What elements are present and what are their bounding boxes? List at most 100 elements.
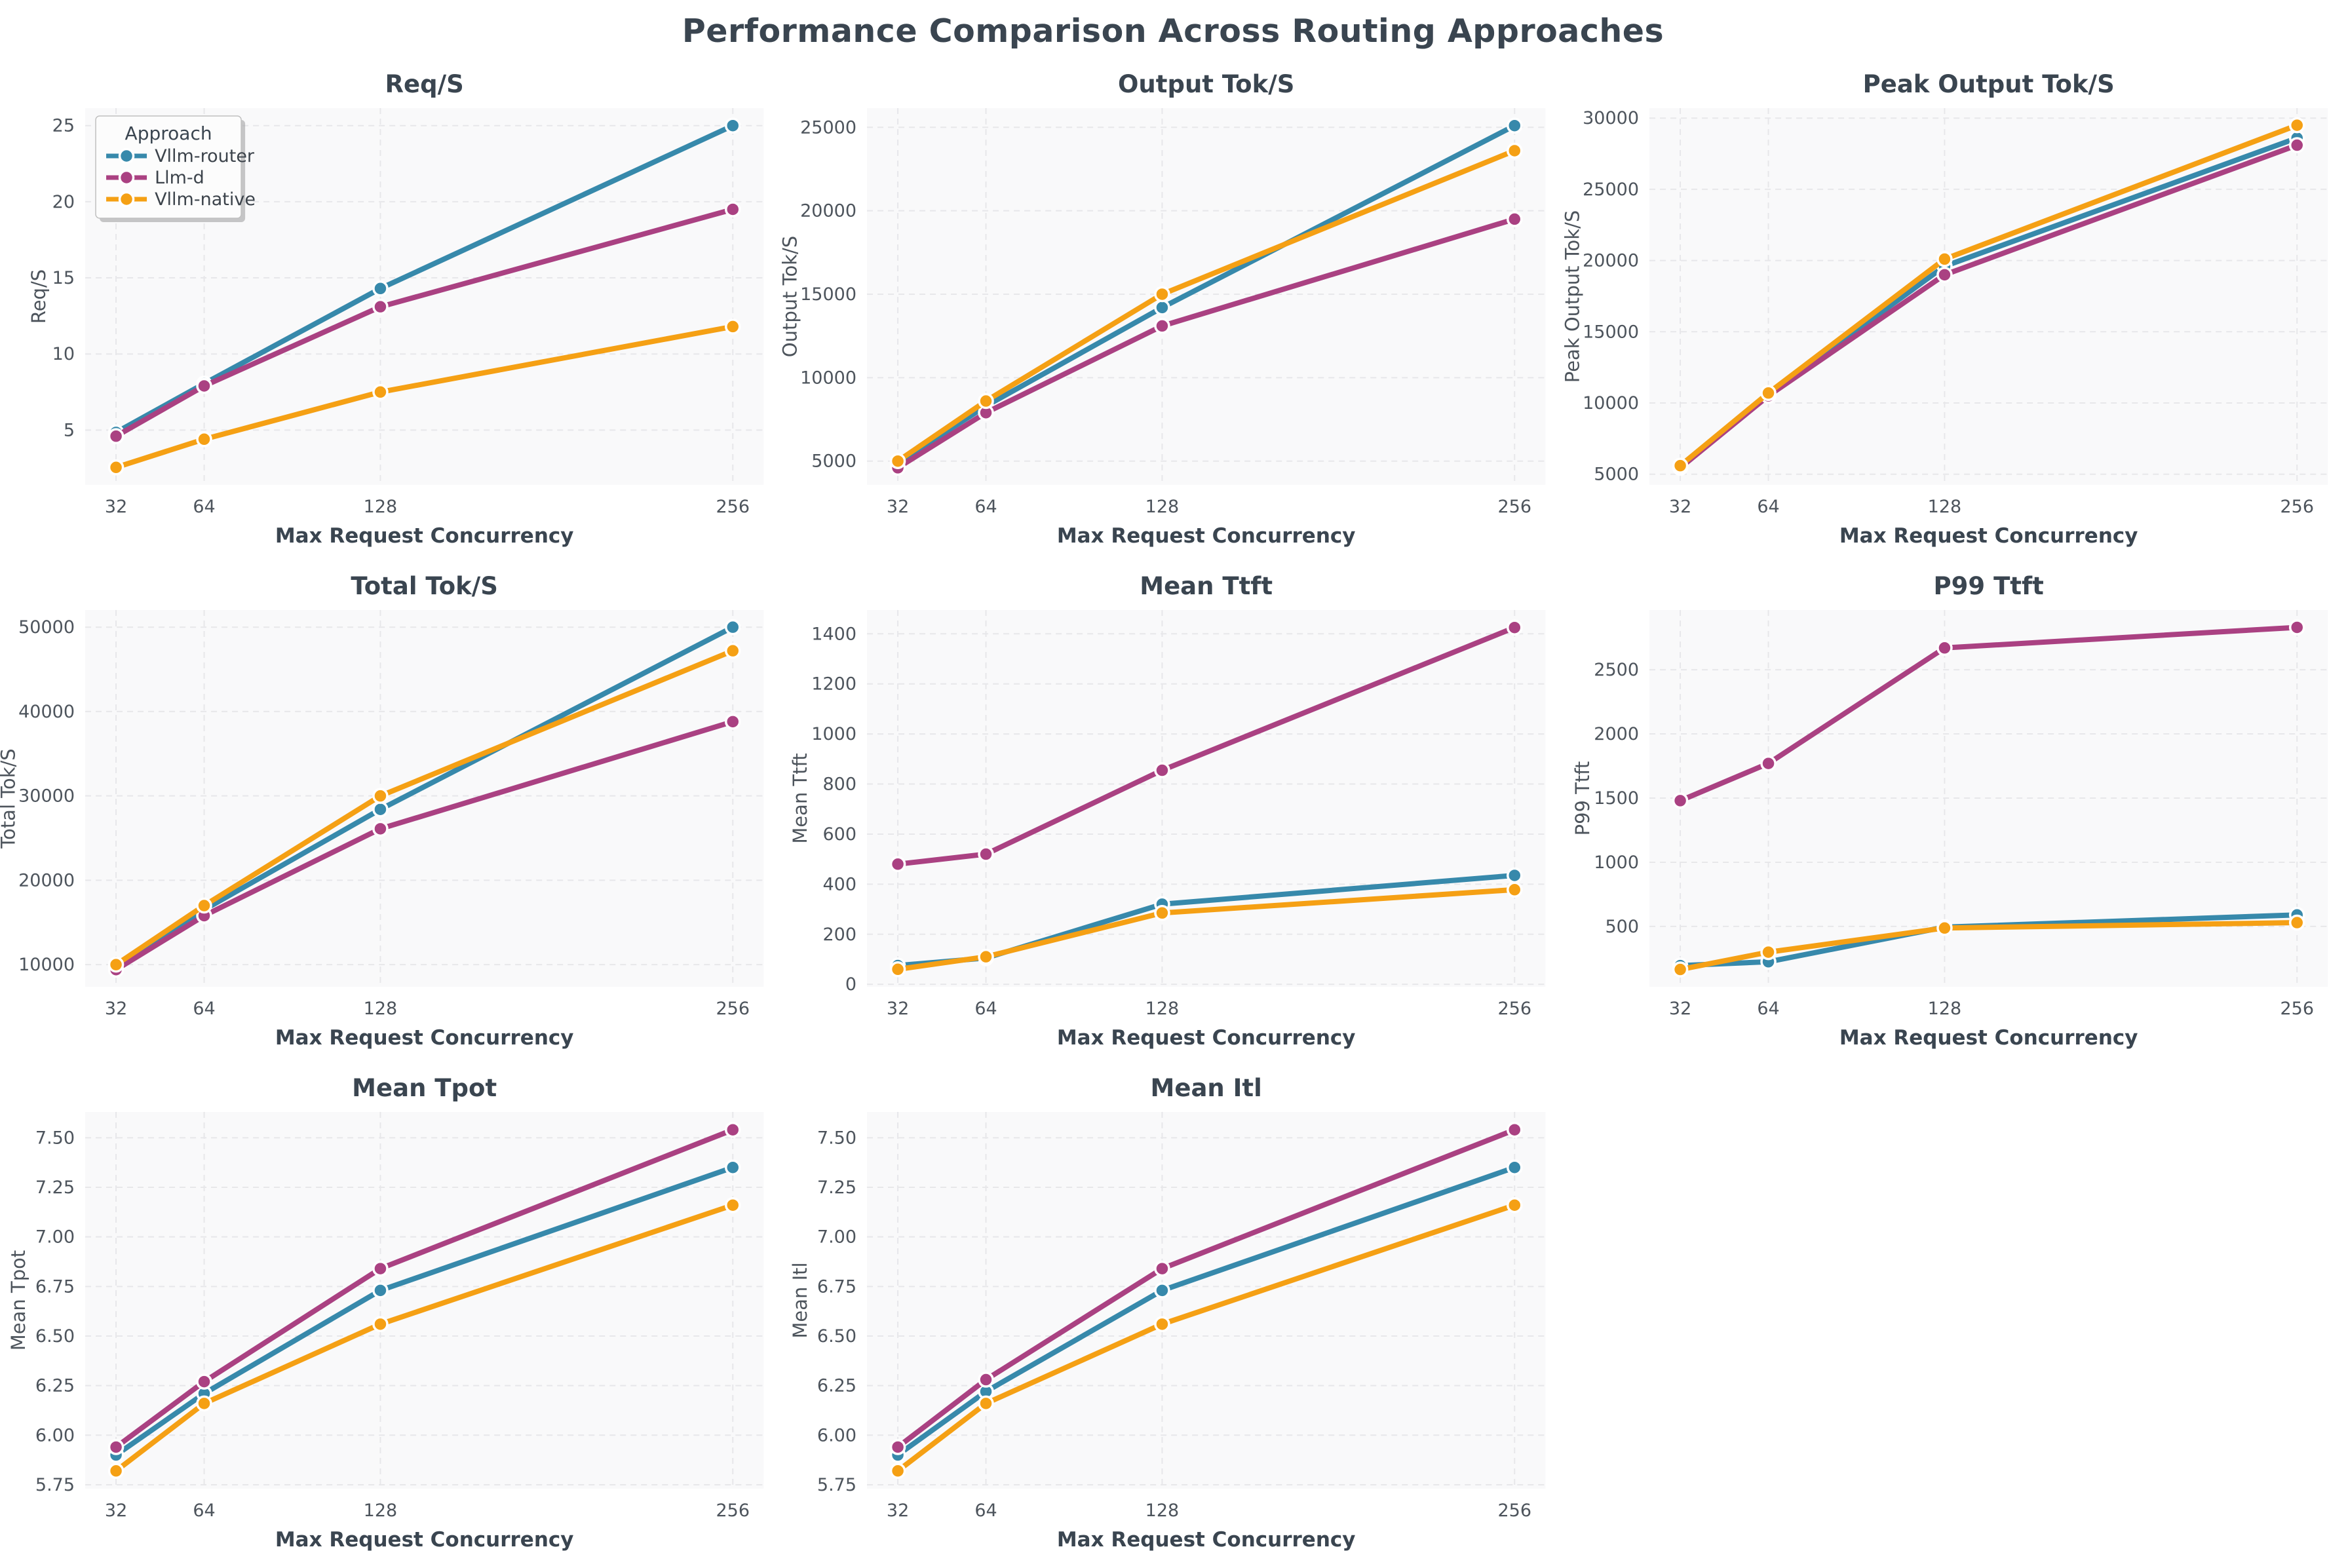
svg-text:10000: 10000 — [18, 955, 75, 975]
svg-text:20: 20 — [52, 192, 75, 212]
svg-text:2500: 2500 — [1594, 660, 1639, 680]
svg-text:6.75: 6.75 — [817, 1276, 856, 1297]
svg-text:25000: 25000 — [1583, 180, 1639, 200]
svg-text:64: 64 — [193, 1501, 215, 1521]
series-line-Llm-d — [895, 1127, 1518, 1450]
svg-text:6.25: 6.25 — [35, 1376, 75, 1396]
svg-text:32: 32 — [887, 497, 909, 517]
y-axis-label: Mean Tpot — [7, 1250, 29, 1350]
svg-text:128: 128 — [1145, 1501, 1180, 1521]
gridlines — [867, 1112, 1546, 1489]
svg-text:15: 15 — [52, 268, 75, 288]
chart-cell-p99-ttft: 500 1000 1500 2000 2500 32 64 128 256 Max Request… — [1564, 564, 2346, 1066]
x-tick-labels: 32 64 128 256 — [105, 999, 750, 1019]
series-markers-Llm-d — [890, 1121, 1523, 1455]
svg-text:1000: 1000 — [1594, 852, 1639, 873]
chart-total-tok-s: 10000 20000 30000 40000 50000 32 64 128 256 Max R… — [0, 572, 764, 1050]
svg-text:256: 256 — [1498, 497, 1532, 517]
svg-text:10: 10 — [52, 344, 75, 364]
svg-text:20000: 20000 — [800, 201, 856, 221]
svg-text:32: 32 — [1669, 497, 1691, 517]
svg-text:128: 128 — [364, 497, 398, 517]
chart-title: P99 Ttft — [1933, 572, 2043, 600]
svg-text:7.25: 7.25 — [35, 1177, 75, 1198]
legend-item-label: Vllm-router — [155, 146, 255, 166]
series-markers-Vllm-native — [1672, 117, 2305, 474]
y-axis-label: Mean Itl — [789, 1262, 811, 1338]
series-line-Vllm-native — [895, 887, 1518, 972]
y-tick-labels: 5 10 15 20 25 — [52, 116, 75, 441]
svg-text:32: 32 — [105, 999, 127, 1019]
svg-text:5000: 5000 — [1594, 465, 1639, 485]
series-markers-Llm-d — [1672, 619, 2305, 809]
chart-peak-output-tok-s: 5000 10000 15000 20000 25000 30000 32 64 128 256 M… — [1564, 70, 2328, 548]
chart-cell-req-s: 5 10 15 20 25 32 64 128 256 Max Request Concurren… — [0, 62, 782, 564]
y-axis-label: Mean Ttft — [789, 753, 811, 843]
series-markers-Vllm-native — [890, 1196, 1523, 1480]
svg-text:30000: 30000 — [1583, 108, 1639, 128]
series-markers-Llm-d — [890, 619, 1523, 873]
plot-area — [85, 1112, 764, 1489]
x-tick-labels: 32 64 128 256 — [1669, 497, 2314, 517]
page-title: Performance Comparison Across Routing Ap… — [682, 12, 1664, 50]
svg-text:128: 128 — [1145, 999, 1180, 1019]
svg-text:64: 64 — [1757, 999, 1779, 1019]
x-axis-label: Max Request Concurrency — [1057, 1026, 1356, 1050]
x-axis-label: Max Request Concurrency — [1839, 1026, 2138, 1050]
series-line-Llm-d — [1677, 624, 2299, 803]
svg-text:64: 64 — [975, 1501, 997, 1521]
svg-text:5000: 5000 — [812, 451, 857, 472]
svg-text:5.75: 5.75 — [817, 1475, 856, 1495]
plot-area — [867, 610, 1546, 987]
y-axis-label: Peak Output Tok/S — [1564, 210, 1584, 383]
y-tick-labels: 500 1000 1500 2000 2500 — [1594, 660, 1639, 937]
svg-text:6.25: 6.25 — [817, 1376, 856, 1396]
svg-text:1400: 1400 — [812, 624, 857, 644]
series-markers-Vllm-native — [890, 881, 1523, 978]
svg-text:256: 256 — [716, 497, 750, 517]
svg-text:256: 256 — [2280, 999, 2314, 1019]
series-line-Vllm-router — [895, 1164, 1518, 1458]
svg-text:6.00: 6.00 — [817, 1425, 856, 1445]
series-markers-Vllm-native — [107, 318, 741, 476]
chart-cell-peak-output-tok-s: 5000 10000 15000 20000 25000 30000 32 64 128 256 M… — [1564, 62, 2346, 564]
series-markers-Llm-d — [107, 1121, 741, 1455]
svg-text:20000: 20000 — [1583, 251, 1639, 271]
svg-text:1000: 1000 — [812, 724, 857, 744]
legend-item-label: Llm-d — [155, 168, 204, 188]
svg-text:64: 64 — [193, 999, 215, 1019]
x-tick-labels: 32 64 128 256 — [887, 497, 1531, 517]
chart-title: Req/S — [385, 70, 464, 98]
svg-text:64: 64 — [1757, 497, 1779, 517]
svg-text:7.50: 7.50 — [35, 1128, 75, 1148]
svg-text:6.75: 6.75 — [35, 1276, 75, 1297]
svg-text:800: 800 — [823, 774, 857, 795]
svg-text:20000: 20000 — [18, 870, 75, 890]
chart-title: Total Tok/S — [351, 572, 498, 600]
chart-cell-mean-tpot: 5.75 6.00 6.25 6.50 6.75 7.00 7.25 7.50 32 64 128 2… — [0, 1066, 782, 1568]
svg-text:25000: 25000 — [800, 117, 856, 138]
empty-cell — [1564, 1066, 2346, 1568]
series-line-Vllm-native — [895, 1202, 1518, 1474]
svg-text:1500: 1500 — [1594, 788, 1639, 809]
x-axis-label: Max Request Concurrency — [1057, 524, 1356, 548]
svg-text:25: 25 — [52, 116, 75, 136]
svg-text:256: 256 — [1498, 1501, 1532, 1521]
legend-box — [95, 115, 242, 219]
svg-text:40000: 40000 — [18, 702, 75, 722]
y-axis-label: Total Tok/S — [0, 748, 20, 849]
chart-mean-itl: 5.75 6.00 6.25 6.50 6.75 7.00 7.25 7.50 32 64 128 2… — [789, 1074, 1546, 1552]
svg-text:5.75: 5.75 — [35, 1475, 75, 1495]
chart-p99-ttft: 500 1000 1500 2000 2500 32 64 128 256 Max Request… — [1571, 572, 2328, 1050]
chart-cell-output-tok-s: 5000 10000 15000 20000 25000 32 64 128 256 Max Re… — [782, 62, 1564, 564]
svg-text:64: 64 — [193, 497, 215, 517]
svg-text:64: 64 — [975, 497, 997, 517]
x-tick-labels: 32 64 128 256 — [105, 1501, 750, 1521]
chart-title: Output Tok/S — [1118, 70, 1294, 98]
gridlines — [85, 108, 764, 485]
svg-text:128: 128 — [1145, 497, 1180, 517]
x-axis-label: Max Request Concurrency — [275, 524, 574, 548]
x-tick-labels: 32 64 128 256 — [887, 1501, 1531, 1521]
